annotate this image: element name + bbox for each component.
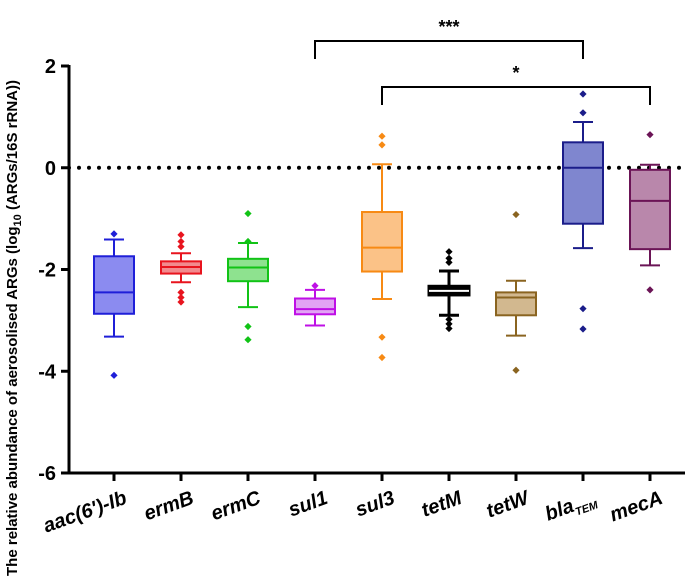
category-label: ermB [141,487,197,525]
category-label-text: mecA [607,487,666,526]
category-label-text: sul3 [353,487,398,521]
box-group-sul3 [361,132,403,362]
box-group-tetM [427,248,471,333]
outlier-point [579,305,587,313]
outlier-point [512,210,520,219]
outlier-point [579,90,587,98]
outlier-point [244,322,252,331]
outlier-point [378,333,386,341]
outlier-point [177,288,185,296]
category-label-text: tetM [419,487,466,522]
outlier-point [579,325,587,333]
outlier-point [244,336,252,344]
box-group-mecA [629,131,671,294]
outlier-point [177,237,185,246]
category-label: mecA [607,487,666,526]
outlier-point [445,258,453,266]
box-group-aac(6')-Ib [93,230,135,379]
category-label-text: aac(6')-Ib [40,487,129,537]
y-tick-label: -4 [38,361,57,383]
box-group-blaTEM [562,90,604,333]
outlier-point [244,209,252,218]
outlier-point [110,230,118,238]
category-label: tetW [483,486,533,522]
box-iqr [361,211,403,273]
y-axis-title: The relative abundance of aerosolised AR… [4,80,24,576]
category-label: aac(6')-Ib [40,487,129,537]
box-group-sul1 [294,282,336,327]
outlier-point [445,320,453,328]
outlier-point [378,141,386,149]
y-tick-label: -2 [38,260,56,282]
box-iqr [629,168,671,251]
category-label-text: tetW [483,486,533,522]
outlier-point [646,286,654,294]
outlier-point [177,293,185,302]
significance-bracket: * [381,63,651,105]
outlier-point [445,324,453,333]
box-group-tetW [495,210,537,374]
significance-label: *** [438,17,459,37]
category-label-text: ermB [141,487,197,525]
outlier-point [177,298,185,306]
significance-bracket: *** [314,17,584,59]
category-label-text: bla [542,495,577,526]
box-iqr [227,257,269,283]
outlier-point [378,132,386,140]
outlier-point [311,282,319,290]
outlier-point [244,237,252,246]
bracket-line [381,86,651,105]
outlier-point [512,366,520,374]
box-group-ermC [227,209,269,344]
category-label: sul1 [286,487,331,521]
category-label: blaTEM [542,487,600,529]
outlier-point [579,109,587,117]
category-label-text: sul1 [286,487,331,521]
outlier-point [646,131,654,139]
outlier-point [445,248,453,256]
significance-label: * [512,63,519,83]
y-axis-title-subscript: 10 [12,214,24,226]
category-label-text: ermC [208,487,264,525]
category-label: sul3 [353,487,398,521]
box-iqr [93,255,135,315]
box-iqr [495,291,537,317]
box-iqr [562,141,604,225]
outlier-point [445,254,453,262]
y-tick-label: 2 [45,56,56,78]
outlier-point [110,371,118,379]
y-tick-label: -6 [38,463,56,485]
outlier-point [177,231,185,239]
y-tick-label: 0 [45,158,56,180]
category-label-subscript: TEM [574,499,601,519]
category-label: tetM [419,487,466,522]
box-iqr [294,297,336,316]
outlier-point [177,243,185,251]
box-group-ermB [160,231,202,306]
outlier-point [445,315,453,323]
bracket-line [314,40,584,59]
category-label: ermC [208,487,264,525]
outlier-point [378,353,386,362]
